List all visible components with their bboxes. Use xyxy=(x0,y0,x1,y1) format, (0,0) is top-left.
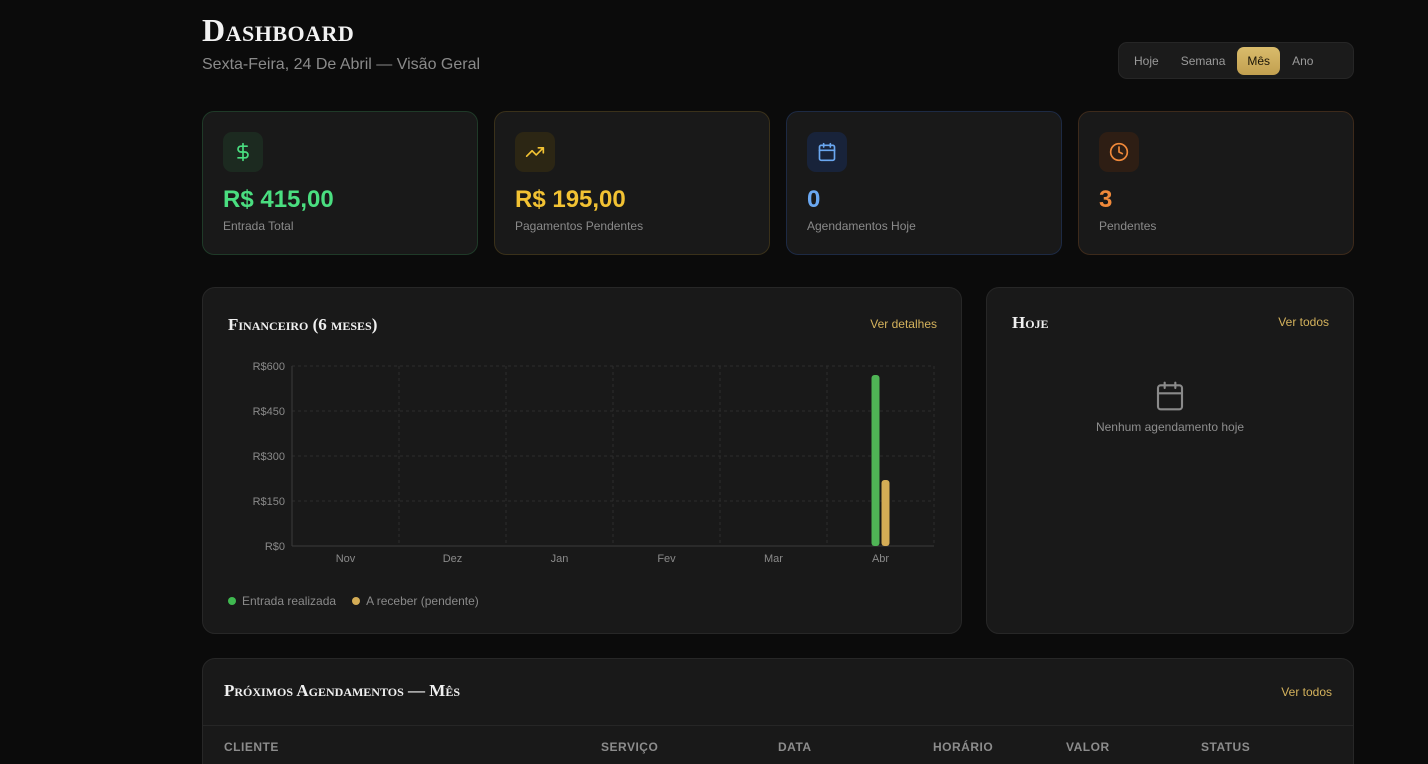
legend-item-pendente: A receber (pendente) xyxy=(352,594,479,608)
today-title: Hoje xyxy=(1012,313,1049,332)
finance-panel: Financeiro (6 meses) Ver detalhes R$0 R$1… xyxy=(202,287,962,634)
y-tick-label: R$0 xyxy=(265,541,285,553)
legend-dot xyxy=(352,597,361,605)
x-tick-label: Fev xyxy=(657,553,676,565)
finance-title: Financeiro (6 meses) xyxy=(228,315,378,334)
stat-label: Entrada Total xyxy=(223,219,294,233)
column-valor[interactable]: VALOR xyxy=(1066,740,1110,754)
x-tick-label: Abr xyxy=(872,553,889,565)
period-mes-button[interactable]: Mês xyxy=(1237,46,1281,75)
stat-card-agendamentos-hoje: 0 Agendamentos Hoje xyxy=(786,111,1062,255)
stat-value: R$ 195,00 xyxy=(515,186,626,213)
stat-label: Agendamentos Hoje xyxy=(807,219,916,233)
y-tick-label: R$150 xyxy=(253,496,285,508)
x-tick-label: Mar xyxy=(764,553,783,565)
stat-card-entrada-total: R$ 415,00 Entrada Total xyxy=(202,111,478,255)
period-switch: Hoje Semana Mês Ano xyxy=(1118,42,1354,79)
stat-value: R$ 415,00 xyxy=(223,186,334,213)
period-hoje-button[interactable]: Hoje xyxy=(1134,53,1159,68)
y-tick-label: R$450 xyxy=(253,406,285,418)
trending-up-icon xyxy=(515,132,555,172)
bar-pendente xyxy=(881,480,890,546)
stat-value: 3 xyxy=(1099,186,1113,213)
column-status[interactable]: STATUS xyxy=(1201,740,1251,754)
legend-label: Entrada realizada xyxy=(242,594,337,608)
page-title: Dashboard xyxy=(202,12,355,48)
stat-label: Pendentes xyxy=(1099,219,1157,233)
chart-legend: Entrada realizada A receber (pendente) xyxy=(228,594,479,608)
y-tick-label: R$300 xyxy=(253,451,285,463)
empty-state-text: Nenhum agendamento hoje xyxy=(1095,420,1245,434)
stat-label: Pagamentos Pendentes xyxy=(515,219,644,233)
period-ano-button[interactable]: Ano xyxy=(1292,53,1314,68)
calendar-icon xyxy=(807,132,847,172)
upcoming-panel: Próximos Agendamentos — Mês Ver todos CL… xyxy=(202,658,1354,764)
stat-value: 0 xyxy=(807,186,821,213)
x-tick-label: Jan xyxy=(551,553,569,565)
legend-dot xyxy=(228,597,236,605)
table-header: CLIENTE SERVIÇO DATA HORÁRIO VALOR STATU… xyxy=(203,725,1353,764)
period-semana-button[interactable]: Semana xyxy=(1180,53,1226,68)
legend-label: A receber (pendente) xyxy=(366,594,479,608)
upcoming-title: Próximos Agendamentos — Mês xyxy=(224,681,460,700)
stat-card-pendentes: 3 Pendentes xyxy=(1078,111,1354,255)
today-panel: Hoje Ver todos Nenhum agendamento hoje xyxy=(986,287,1354,634)
column-data[interactable]: DATA xyxy=(778,740,812,754)
ver-todos-today-link[interactable]: Ver todos xyxy=(1278,315,1329,329)
finance-chart: R$0 R$150 R$300 R$450 R$600 Nov Dez Jan Fev Mar Ab… xyxy=(253,361,935,565)
ver-todos-upcoming-link[interactable]: Ver todos xyxy=(1281,685,1332,699)
page-subtitle: Sexta-Feira, 24 De Abril — Visão Geral xyxy=(202,56,481,73)
empty-state: Nenhum agendamento hoje xyxy=(987,380,1353,434)
bar-entrada xyxy=(871,375,880,546)
column-cliente[interactable]: CLIENTE xyxy=(224,740,279,754)
dollar-icon xyxy=(223,132,263,172)
stat-card-pagamentos-pendentes: R$ 195,00 Pagamentos Pendentes xyxy=(494,111,770,255)
calendar-empty-icon xyxy=(987,380,1353,412)
column-horario[interactable]: HORÁRIO xyxy=(933,740,994,754)
ver-detalhes-link[interactable]: Ver detalhes xyxy=(870,317,937,331)
x-tick-label: Dez xyxy=(443,553,463,565)
column-servico[interactable]: SERVIÇO xyxy=(601,740,659,754)
x-tick-label: Nov xyxy=(336,553,356,565)
clock-icon xyxy=(1099,132,1139,172)
y-tick-label: R$600 xyxy=(253,361,285,373)
legend-item-entrada: Entrada realizada xyxy=(228,594,336,608)
